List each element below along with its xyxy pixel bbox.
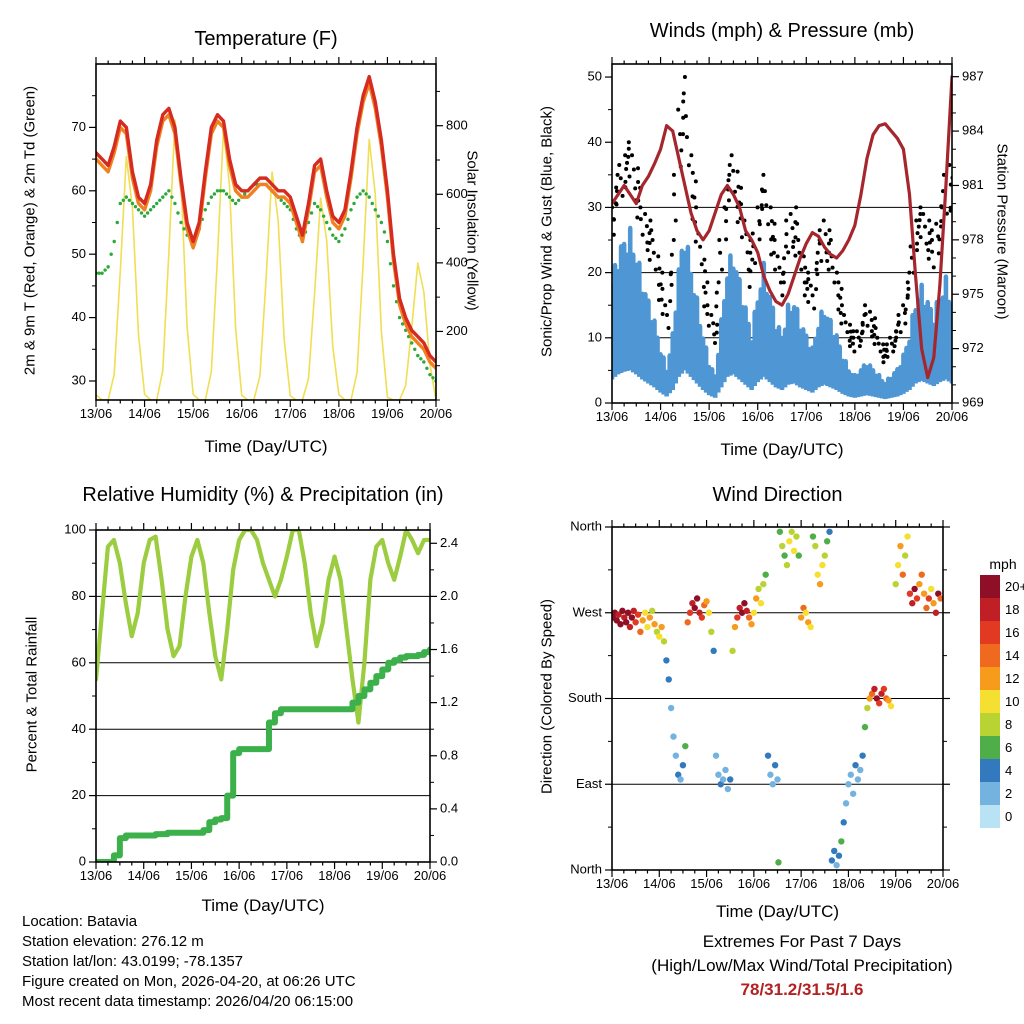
legend-color-swatch (980, 782, 1000, 805)
legend-speed-label: 4 (1005, 763, 1013, 778)
legend-row: 12 (980, 667, 1024, 690)
solar-insolation-y-axis-label: Solar Insolation (Yellow) (463, 150, 481, 311)
legend-speed-label: 10 (1005, 694, 1020, 709)
speed-legend: mph 20+ 18 16 14 12 10 8 6 4 2 0 (980, 556, 1024, 828)
percent-rainfall-y-axis-label: Percent & Total Rainfall (23, 616, 41, 773)
legend-color-swatch (980, 598, 1000, 621)
humidity-precip-x-axis-label: Time (Day/UTC) (201, 896, 325, 915)
legend-row: 0 (980, 805, 1024, 828)
speed-legend-rows: 20+ 18 16 14 12 10 8 6 4 2 0 (980, 575, 1024, 828)
extremes-subtitle: (High/Low/Max Wind/Total Precipitation) (651, 956, 953, 975)
legend-speed-label: 6 (1005, 740, 1013, 755)
temperature-y-axis-label: 2m & 9m T (Red, Orange) & 2m Td (Green) (21, 85, 39, 376)
legend-speed-label: 18 (1005, 602, 1020, 617)
legend-color-swatch (980, 575, 1000, 598)
wind-direction-y-axis-label: Direction (Colored By Speed) (538, 598, 556, 795)
legend-row: 4 (980, 759, 1024, 782)
legend-color-swatch (980, 690, 1000, 713)
legend-color-swatch (980, 667, 1000, 690)
temperature-x-axis-label: Time (Day/UTC) (204, 437, 328, 456)
legend-speed-label: 14 (1005, 648, 1020, 663)
legend-color-swatch (980, 759, 1000, 782)
legend-row: 2 (980, 782, 1024, 805)
station-location: Location: Batavia (22, 913, 138, 930)
legend-color-swatch (980, 713, 1000, 736)
legend-row: 8 (980, 713, 1024, 736)
legend-speed-label: 2 (1005, 786, 1013, 801)
recent-data-timestamp: Most recent data timestamp: 2026/04/20 0… (22, 993, 354, 1010)
wind-direction-x-axis-label: Time (Day/UTC) (715, 902, 840, 921)
figure-created-timestamp: Figure created on Mon, 2026-04-20, at 06… (22, 973, 356, 990)
extremes-values: 78/31.2/31.5/1.6 (740, 980, 864, 999)
wind-gust-y-axis-label: Sonic/Prop Wind & Gust (Blue, Black) (538, 106, 556, 357)
station-elevation: Station elevation: 276.12 m (22, 933, 204, 950)
legend-speed-label: 16 (1005, 625, 1020, 640)
speed-legend-title: mph (989, 556, 1017, 572)
legend-row: 14 (980, 644, 1024, 667)
wind-pressure-chart-title: Winds (mph) & Pressure (mb) (649, 20, 915, 42)
extremes-title: Extremes For Past 7 Days (702, 932, 902, 951)
legend-speed-label: 8 (1005, 717, 1013, 732)
station-pressure-y-axis-label: Station Pressure (Maroon) (993, 143, 1011, 320)
legend-row: 18 (980, 598, 1024, 621)
temperature-chart-title: Temperature (F) (194, 28, 338, 50)
station-info-footer: Location: Batavia Station elevation: 276… (22, 912, 356, 1012)
legend-speed-label: 0 (1005, 809, 1013, 824)
station-latlon: Station lat/lon: 43.0199; -78.1357 (22, 953, 244, 970)
legend-row: 6 (980, 736, 1024, 759)
legend-color-swatch (980, 644, 1000, 667)
wind-direction-chart-title: Wind Direction (712, 484, 843, 506)
extremes-block: Extremes For Past 7 Days (High/Low/Max W… (602, 930, 1002, 1002)
legend-row: 10 (980, 690, 1024, 713)
legend-row: 20+ (980, 575, 1024, 598)
legend-color-swatch (980, 805, 1000, 828)
humidity-precip-chart-title: Relative Humidity (%) & Precipitation (i… (82, 484, 444, 506)
legend-color-swatch (980, 736, 1000, 759)
wind-pressure-x-axis-label: Time (Day/UTC) (720, 440, 844, 459)
legend-speed-label: 20+ (1005, 579, 1024, 594)
legend-speed-label: 12 (1005, 671, 1020, 686)
legend-color-swatch (980, 621, 1000, 644)
legend-row: 16 (980, 621, 1024, 644)
